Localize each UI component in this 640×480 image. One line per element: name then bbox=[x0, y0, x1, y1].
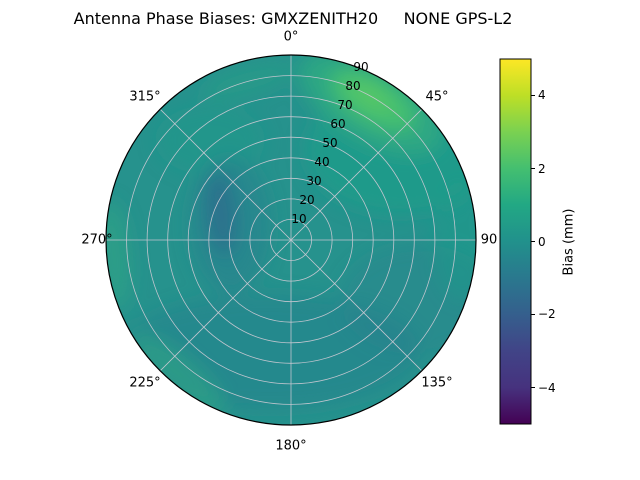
colorbar-tick-0: 0 bbox=[538, 235, 546, 249]
theta-label-90: 90 bbox=[480, 232, 498, 248]
region-teal-upper-left bbox=[155, 105, 265, 175]
theta-label-0: 0° bbox=[283, 29, 299, 45]
chart-title: Antenna Phase Biases: GMXZENITH20 NONE G… bbox=[73, 9, 513, 28]
theta-label-225: 225° bbox=[129, 375, 161, 391]
theta-label-270: 270° bbox=[81, 232, 113, 248]
colorbar bbox=[499, 58, 532, 425]
colorbar-tick-4: 4 bbox=[538, 88, 546, 102]
theta-label-45: 45° bbox=[425, 89, 449, 105]
theta-label-180: 180° bbox=[275, 438, 307, 454]
r-label-80: 80 bbox=[345, 79, 361, 93]
region-rim-green-w bbox=[106, 200, 131, 310]
colorbar-tick-m4: −4 bbox=[538, 381, 556, 395]
r-label-40: 40 bbox=[314, 155, 330, 169]
colorbar-ticks bbox=[531, 95, 535, 388]
colorbar-tick-2: 2 bbox=[538, 162, 546, 176]
theta-label-135: 135° bbox=[421, 375, 453, 391]
r-label-20: 20 bbox=[299, 193, 315, 207]
colorbar-tick-m2: −2 bbox=[538, 307, 556, 321]
r-label-50: 50 bbox=[322, 136, 338, 150]
region-dark-streak bbox=[205, 171, 237, 255]
r-label-10: 10 bbox=[291, 212, 307, 226]
r-label-30: 30 bbox=[306, 174, 322, 188]
polar-boundary bbox=[105, 54, 477, 426]
region-rim-green-sw bbox=[130, 333, 226, 415]
r-label-70: 70 bbox=[337, 98, 353, 112]
polar-grid-spokes bbox=[106, 55, 476, 425]
r-label-90: 90 bbox=[353, 60, 369, 74]
region-dark-right bbox=[340, 245, 476, 355]
theta-label-315: 315° bbox=[129, 89, 161, 105]
r-label-60: 60 bbox=[330, 117, 346, 131]
colorbar-axis-label: Bias (mm) bbox=[561, 208, 577, 276]
